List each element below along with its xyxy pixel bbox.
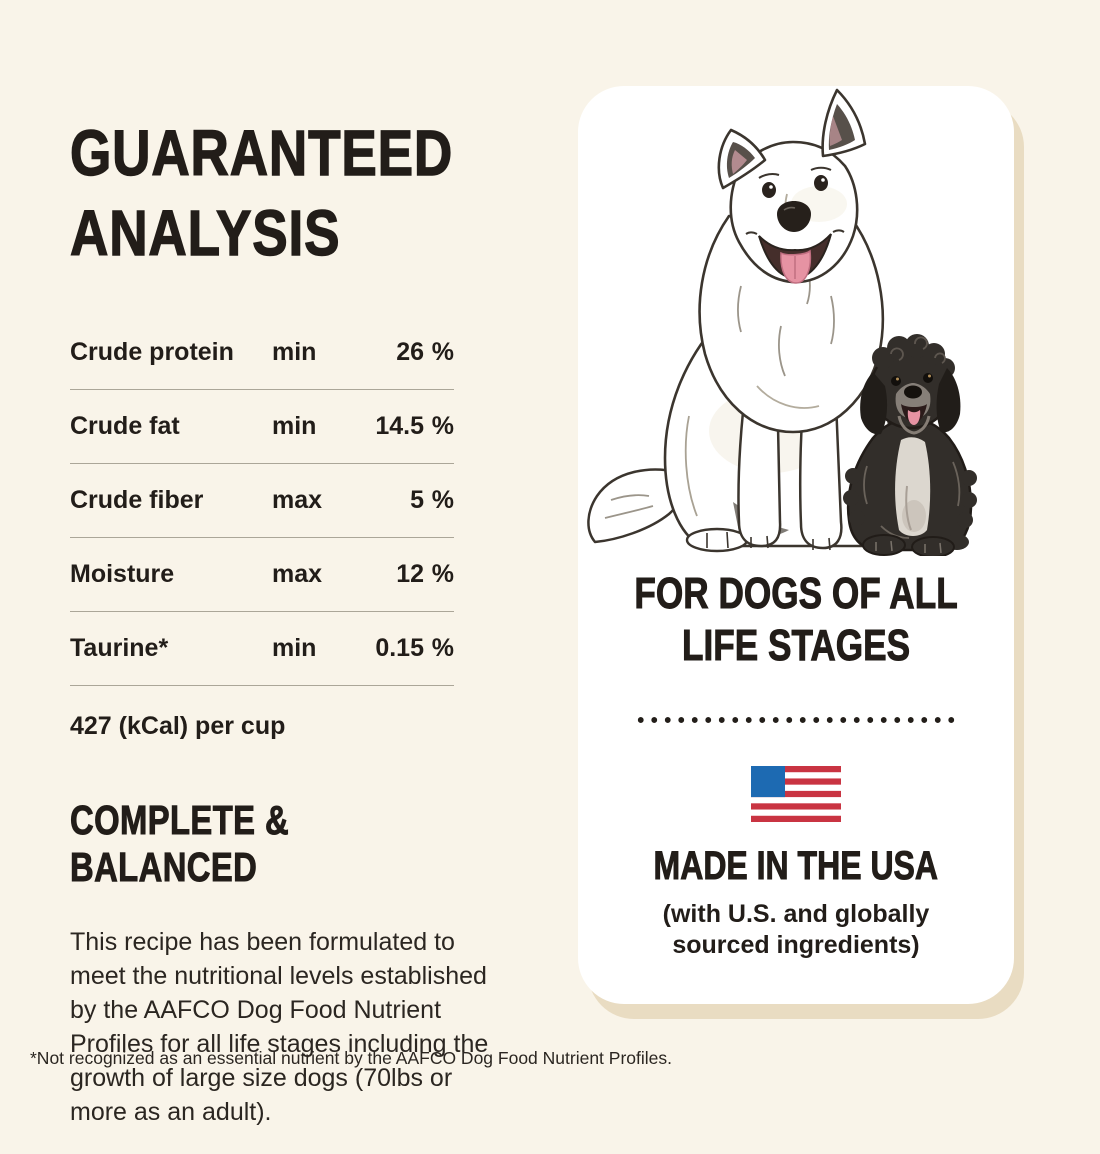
nutrient-label: Crude fat — [70, 411, 180, 440]
nutrient-value: 0.15 — [375, 633, 424, 662]
nutrient-unit: % — [431, 633, 454, 662]
nutrient-qualifier: max — [272, 559, 323, 588]
nutrient-qualifier: max — [272, 485, 323, 514]
nutrient-value: 14.5 — [375, 411, 424, 440]
complete-balanced-heading: COMPLETE & BALANCED — [70, 796, 290, 890]
page-title: GUARANTEED ANALYSIS — [69, 113, 454, 273]
guaranteed-analysis-section: GUARANTEED ANALYSIS Crude protein min 26… — [69, 70, 490, 1154]
nutrient-label: Crude fiber — [70, 485, 204, 514]
dotted-divider — [634, 716, 958, 724]
table-row: Moisture max 12 % — [70, 538, 454, 612]
table-row: Taurine* min 0.15 % — [70, 612, 454, 686]
nutrient-label: Taurine* — [70, 633, 169, 662]
calories-note: 427 (kCal) per cup — [70, 711, 286, 740]
table-row: Crude fat min 14.5 % — [70, 390, 454, 464]
nutrition-table: Crude protein min 26 % Crude fat min 14.… — [70, 316, 454, 686]
nutrient-qualifier: min — [272, 337, 317, 366]
life-stages-line-1: FOR DOGS OF ALL — [634, 569, 958, 619]
nutrient-unit: % — [431, 337, 454, 366]
complete-balanced-body: This recipe has been formulated to meet … — [70, 927, 489, 1126]
footnote: *Not recognized as an essential nutrient… — [30, 1048, 672, 1068]
table-row: Crude protein min 26 % — [70, 316, 454, 390]
dogs-illustration — [587, 88, 977, 556]
nutrient-qualifier: min — [272, 411, 317, 440]
table-row: Crude fiber max 5 % — [70, 464, 454, 538]
nutrient-value: 5 — [410, 485, 424, 514]
nutrient-label: Crude protein — [70, 337, 234, 366]
nutrient-value: 26 — [396, 337, 424, 366]
made-in-usa-heading: MADE IN THE USA — [653, 844, 939, 889]
title-line-1: GUARANTEED — [69, 116, 454, 189]
nutrient-value: 12 — [396, 559, 424, 588]
nutrient-unit: % — [431, 485, 454, 514]
life-stages-line-2: LIFE STAGES — [681, 621, 911, 671]
usa-flag-icon — [751, 766, 841, 822]
life-stages-heading: FOR DOGS OF ALL LIFE STAGES — [634, 568, 958, 672]
info-card: FOR DOGS OF ALL LIFE STAGES MADE IN THE … — [578, 86, 1014, 1004]
nutrient-qualifier: min — [272, 633, 317, 662]
title-line-2: ANALYSIS — [69, 196, 341, 269]
sourced-ingredients-note: (with U.S. and globally sourced ingredie… — [662, 900, 930, 959]
nutrient-label: Moisture — [70, 559, 175, 588]
nutrient-unit: % — [431, 411, 454, 440]
nutrient-unit: % — [431, 559, 454, 588]
